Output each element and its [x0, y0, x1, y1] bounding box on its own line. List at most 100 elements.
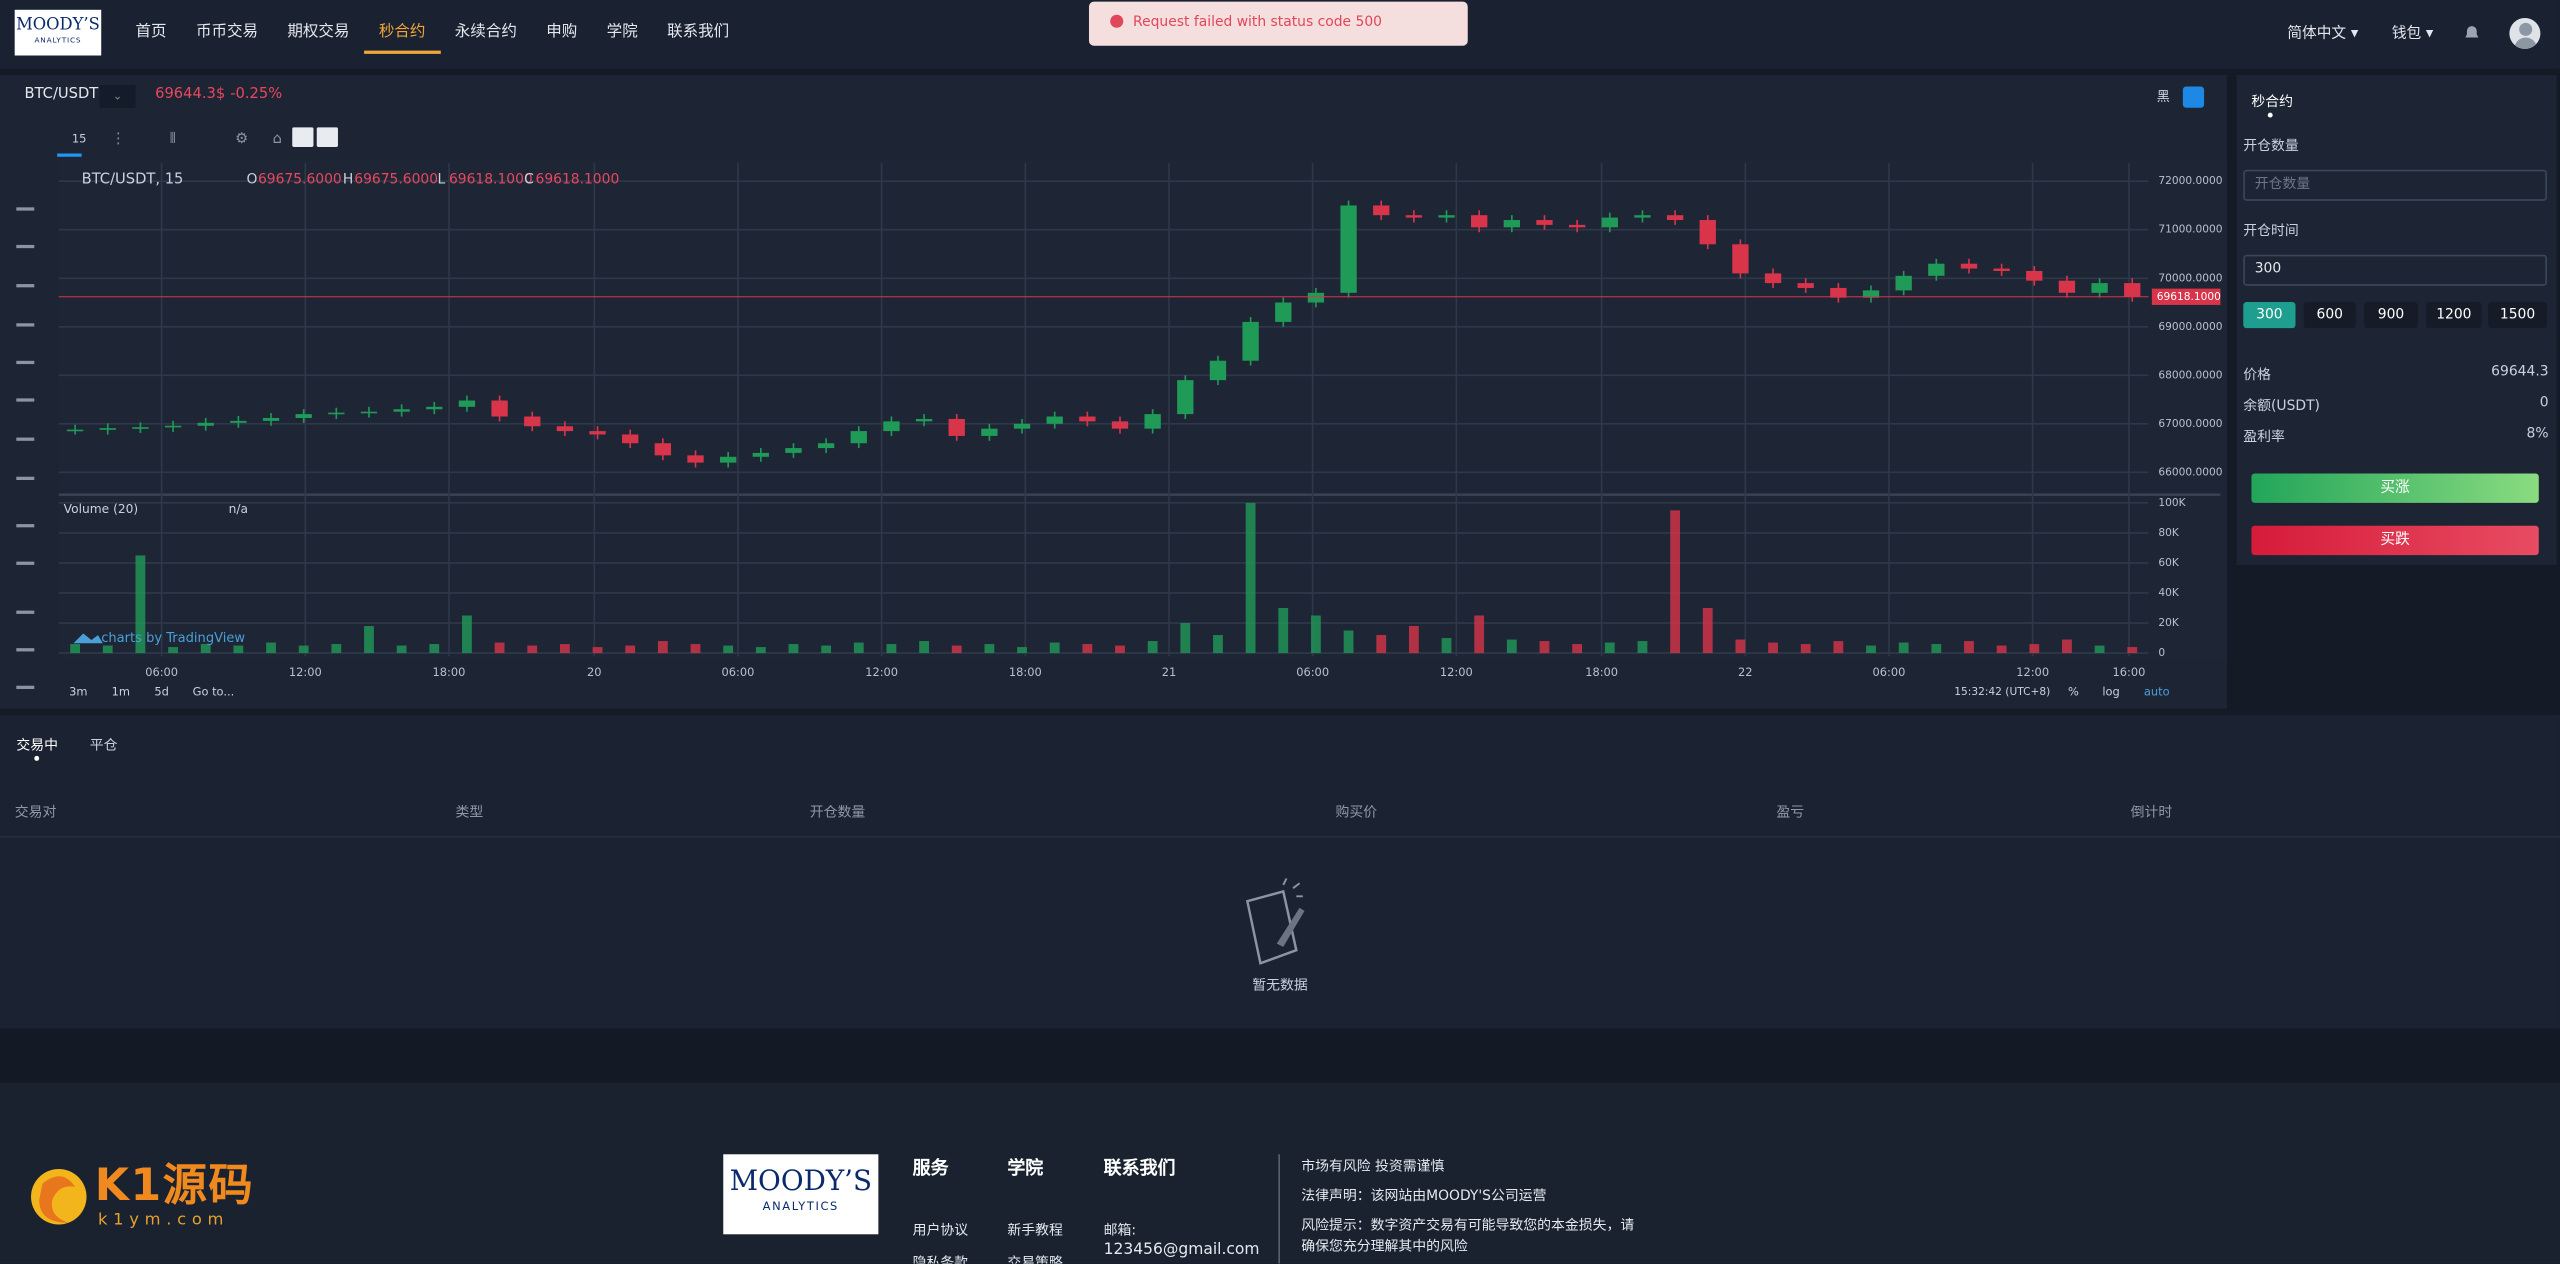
candle — [1601, 217, 1618, 228]
duration-button[interactable]: 300 — [2243, 302, 2296, 329]
footer-link[interactable]: 用户协议 — [912, 1222, 969, 1240]
footer-logo-text: MOODY’S — [729, 1165, 872, 1199]
volume-bar — [919, 641, 929, 654]
candle — [785, 448, 802, 453]
language-select[interactable]: 简体中文 ▾ — [2287, 26, 2359, 43]
order-tab[interactable]: 平仓 — [89, 737, 118, 755]
volume-bar — [559, 644, 570, 654]
logo[interactable]: MOODY’S ANALYTICS — [14, 9, 102, 56]
drawing-tool — [16, 610, 35, 614]
last-price: 69644.3$ — [155, 86, 226, 103]
candle — [1471, 215, 1488, 228]
tv-logo — [73, 633, 103, 644]
volume-bar — [233, 645, 244, 654]
candle — [2026, 270, 2043, 281]
empty-paper — [1245, 889, 1298, 965]
bell-icon[interactable] — [2462, 23, 2482, 43]
volume-bar — [1637, 641, 1648, 654]
clock: 15:32:42 (UTC+8) — [1954, 685, 2050, 698]
duration-button[interactable]: 900 — [2364, 302, 2418, 329]
column-header: 交易对 — [14, 804, 57, 822]
candle — [1438, 215, 1455, 218]
nav-item[interactable]: 秒合约 — [364, 0, 441, 54]
footer-column-title: 学院 — [1007, 1157, 1044, 1179]
x-tick-label: 16:00 — [2113, 665, 2146, 679]
footer-link[interactable]: 邮箱: — [1103, 1222, 1137, 1240]
footer-link[interactable]: 交易策略 — [1007, 1255, 1063, 1264]
volume-bar — [2127, 647, 2138, 654]
footer — [0, 1082, 2560, 1264]
volume-bar — [1441, 638, 1452, 654]
plot-bg — [58, 159, 2149, 660]
scale-button: log — [2102, 685, 2119, 699]
volume-bar — [1800, 644, 1811, 654]
time-input[interactable]: 300 — [2243, 254, 2547, 286]
candle — [426, 406, 443, 410]
volume-bar — [70, 644, 80, 654]
volume-bar — [1506, 639, 1517, 654]
buy-up-button[interactable]: 买涨 — [2251, 473, 2539, 503]
error-toast: Request failed with status code 500 — [1088, 1, 1468, 46]
candle — [1895, 275, 1912, 291]
wallet: 钱包 — [2391, 26, 2422, 43]
duration-button[interactable]: 1500 — [2488, 302, 2547, 329]
pair-dropdown[interactable]: ⌄ — [99, 84, 136, 108]
drawing-tool — [16, 244, 35, 249]
footer-logo[interactable]: MOODY’S ANALYTICS — [723, 1154, 879, 1235]
column-header: 盈亏 — [1776, 804, 1805, 822]
candle — [1046, 416, 1063, 424]
duration-button[interactable]: 600 — [2303, 302, 2356, 329]
footer-note: 法律声明：该网站由MOODY'S公司运营 — [1301, 1188, 1547, 1205]
y2-tick-label: 100K — [2158, 496, 2186, 509]
volume-bar — [1735, 639, 1746, 654]
nav-item[interactable]: 联系我们 — [667, 22, 730, 41]
theme-toggle[interactable]: 黑 — [2156, 89, 2170, 105]
drawing-tool — [16, 476, 35, 480]
candle — [1013, 423, 1031, 429]
order-tab[interactable]: 交易中 — [16, 737, 58, 755]
y-tick-label: 71000.0000 — [2158, 223, 2222, 236]
drawing-tool — [16, 398, 35, 402]
candle — [1536, 220, 1553, 225]
qty-input[interactable]: 开仓数量 — [2243, 169, 2547, 201]
nav-item[interactable]: 币币交易 — [195, 22, 259, 41]
y-tick-label: 70000.0000 — [2158, 271, 2222, 284]
footer-link[interactable]: 新手教程 — [1007, 1222, 1063, 1240]
volume-bar — [788, 644, 799, 654]
nav-item[interactable]: 申购 — [546, 22, 578, 41]
y2-tick-label: 60K — [2158, 556, 2180, 569]
footer-column-title: 服务 — [912, 1157, 949, 1179]
volume-bar — [1768, 642, 1778, 654]
volume-bar — [1702, 607, 1713, 654]
nav-menu: 首页 币币交易 期权交易 秒合约 永续合约 申购 学院 联系我们 — [121, 0, 744, 65]
watermark-site: k1ym.com — [97, 1211, 230, 1230]
candle — [1307, 292, 1325, 303]
volume-bar — [494, 642, 505, 654]
nav-item[interactable]: 期权交易 — [287, 22, 350, 41]
screen-toggle[interactable] — [2182, 86, 2205, 108]
nav-item[interactable]: 学院 — [606, 22, 638, 41]
candle — [1111, 421, 1129, 429]
drawing-tool — [16, 207, 35, 211]
price-chart: 06:00 12:00 18:00 20 06:00 12:00 18:00 21 06:00 1… — [16, 127, 2227, 699]
buy-down-button[interactable]: 买跌 — [2251, 525, 2539, 556]
footer-link[interactable]: 隐私条款 — [912, 1255, 969, 1264]
empty-icon — [1245, 878, 1305, 965]
volume-bar — [462, 615, 472, 654]
avatar[interactable] — [2509, 17, 2541, 49]
order-tab[interactable]: 秒合约 — [2251, 94, 2294, 112]
volume-bar — [1539, 641, 1550, 654]
nav-item[interactable]: 首页 — [135, 22, 167, 41]
volume-bar — [984, 644, 995, 654]
volume-bar — [2094, 645, 2105, 654]
nav-item[interactable]: 永续合约 — [454, 22, 517, 41]
duration-button[interactable]: 1200 — [2426, 302, 2482, 329]
candle — [393, 409, 410, 412]
wallet-menu[interactable]: 钱包 ▾ — [2391, 26, 2434, 43]
volume-bar — [821, 645, 832, 654]
interval: 15 — [72, 131, 87, 145]
y2-tick-label: 40K — [2158, 586, 2180, 599]
footer-link[interactable]: 123456@gmail.com — [1103, 1240, 1260, 1259]
candle — [1275, 302, 1292, 322]
